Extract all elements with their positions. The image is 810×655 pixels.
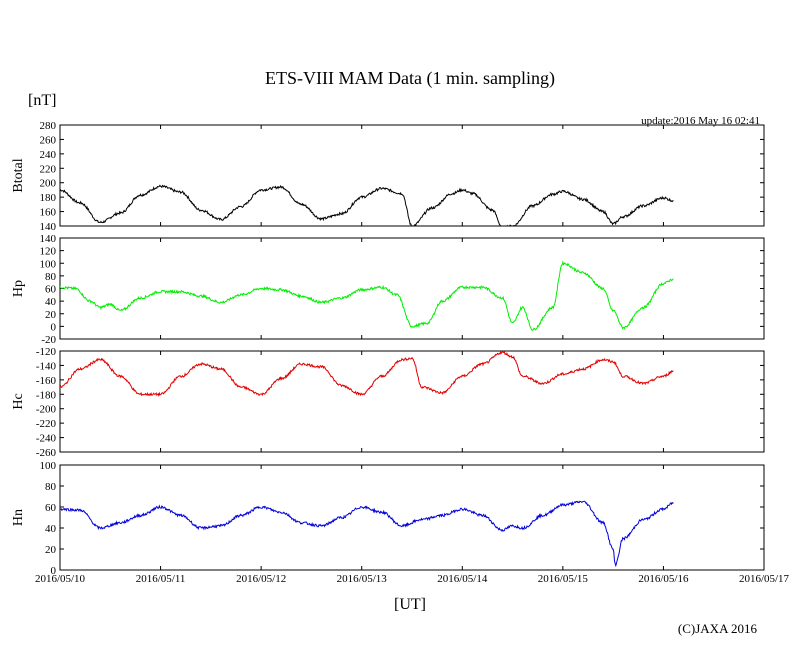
y-tick-label: 240 bbox=[40, 149, 57, 161]
panel-btotal: 280 260 240 220 200 180 160 140 Btotal bbox=[11, 120, 765, 233]
y-tick-label: -160 bbox=[36, 375, 57, 387]
y-axis-label: Hp bbox=[11, 280, 26, 297]
copyright-text: (C)JAXA 2016 bbox=[678, 621, 758, 636]
x-tick-label: 2016/05/11 bbox=[136, 573, 186, 585]
y-tick-label: 200 bbox=[40, 178, 57, 190]
y-tick-label: -240 bbox=[36, 433, 57, 445]
y-tick-label: 100 bbox=[40, 258, 57, 270]
y-tick-label: 180 bbox=[40, 192, 57, 204]
y-tick-label: 0 bbox=[51, 321, 57, 333]
y-tick-label: 120 bbox=[40, 246, 57, 258]
series-line-hp bbox=[60, 260, 674, 331]
y-tick-label: 60 bbox=[45, 284, 57, 296]
series-line-hc bbox=[60, 351, 674, 398]
y-tick-label: -260 bbox=[36, 447, 57, 459]
y-axis-label: Btotal bbox=[11, 158, 26, 192]
y-tick-label: 40 bbox=[45, 296, 57, 308]
y-tick-label: -180 bbox=[36, 389, 57, 401]
y-axis-label: Hc bbox=[11, 393, 26, 409]
panel-hc: -120 -140 -160 -180 -200 -220 -240 -260 Hc bbox=[11, 346, 765, 459]
series-line-hn bbox=[60, 500, 674, 568]
panels-group: 280260240220200180160140Btotal1401201008… bbox=[11, 120, 765, 577]
unit-label: [nT] bbox=[28, 92, 56, 109]
y-tick-label: 160 bbox=[40, 207, 57, 219]
x-axis-label: [UT] bbox=[394, 596, 426, 613]
series-line-btotal bbox=[60, 184, 674, 226]
y-tick-label: -120 bbox=[36, 346, 57, 358]
y-tick-label: -200 bbox=[36, 404, 57, 416]
y-tick-label: -20 bbox=[41, 334, 56, 346]
y-tick-label: 280 bbox=[40, 120, 57, 132]
y-tick-label: 40 bbox=[45, 523, 57, 535]
panel-frame bbox=[59, 464, 765, 571]
y-tick-label: 80 bbox=[45, 271, 57, 283]
x-axis: 2016/05/10 2016/05/11 2016/05/12 2016/05/13… bbox=[35, 573, 790, 585]
x-tick-label: 2016/05/17 bbox=[739, 573, 790, 585]
y-tick-label: 80 bbox=[45, 481, 57, 493]
x-tick-label: 2016/05/16 bbox=[638, 573, 689, 585]
panel-hn: 100 80 60 40 20 0 Hn bbox=[11, 460, 765, 577]
x-tick-label: 2016/05/15 bbox=[538, 573, 589, 585]
x-tick-label: 2016/05/14 bbox=[437, 573, 488, 585]
y-tick-label: 60 bbox=[45, 502, 57, 514]
x-tick-label: 2016/05/10 bbox=[35, 573, 86, 585]
x-tick-label: 2016/05/13 bbox=[337, 573, 388, 585]
y-tick-label: -220 bbox=[36, 418, 57, 430]
panel-frame bbox=[59, 124, 765, 227]
y-tick-label: 0 bbox=[51, 565, 57, 577]
x-tick-label: 2016/05/12 bbox=[236, 573, 286, 585]
chart-title: ETS-VIII MAM Data (1 min. sampling) bbox=[265, 68, 555, 89]
y-tick-label: 220 bbox=[40, 163, 57, 175]
y-tick-label: 140 bbox=[40, 233, 57, 245]
panel-frame bbox=[59, 350, 765, 453]
y-tick-label: -140 bbox=[36, 360, 57, 372]
y-tick-label: 20 bbox=[45, 544, 57, 556]
y-axis-label: Hn bbox=[11, 509, 26, 526]
y-tick-label: 260 bbox=[40, 134, 57, 146]
y-tick-label: 100 bbox=[40, 460, 57, 472]
y-tick-label: 20 bbox=[45, 309, 57, 321]
y-tick-label: 140 bbox=[40, 221, 57, 233]
update-timestamp: update:2016 May 16 02:41 bbox=[641, 115, 760, 127]
